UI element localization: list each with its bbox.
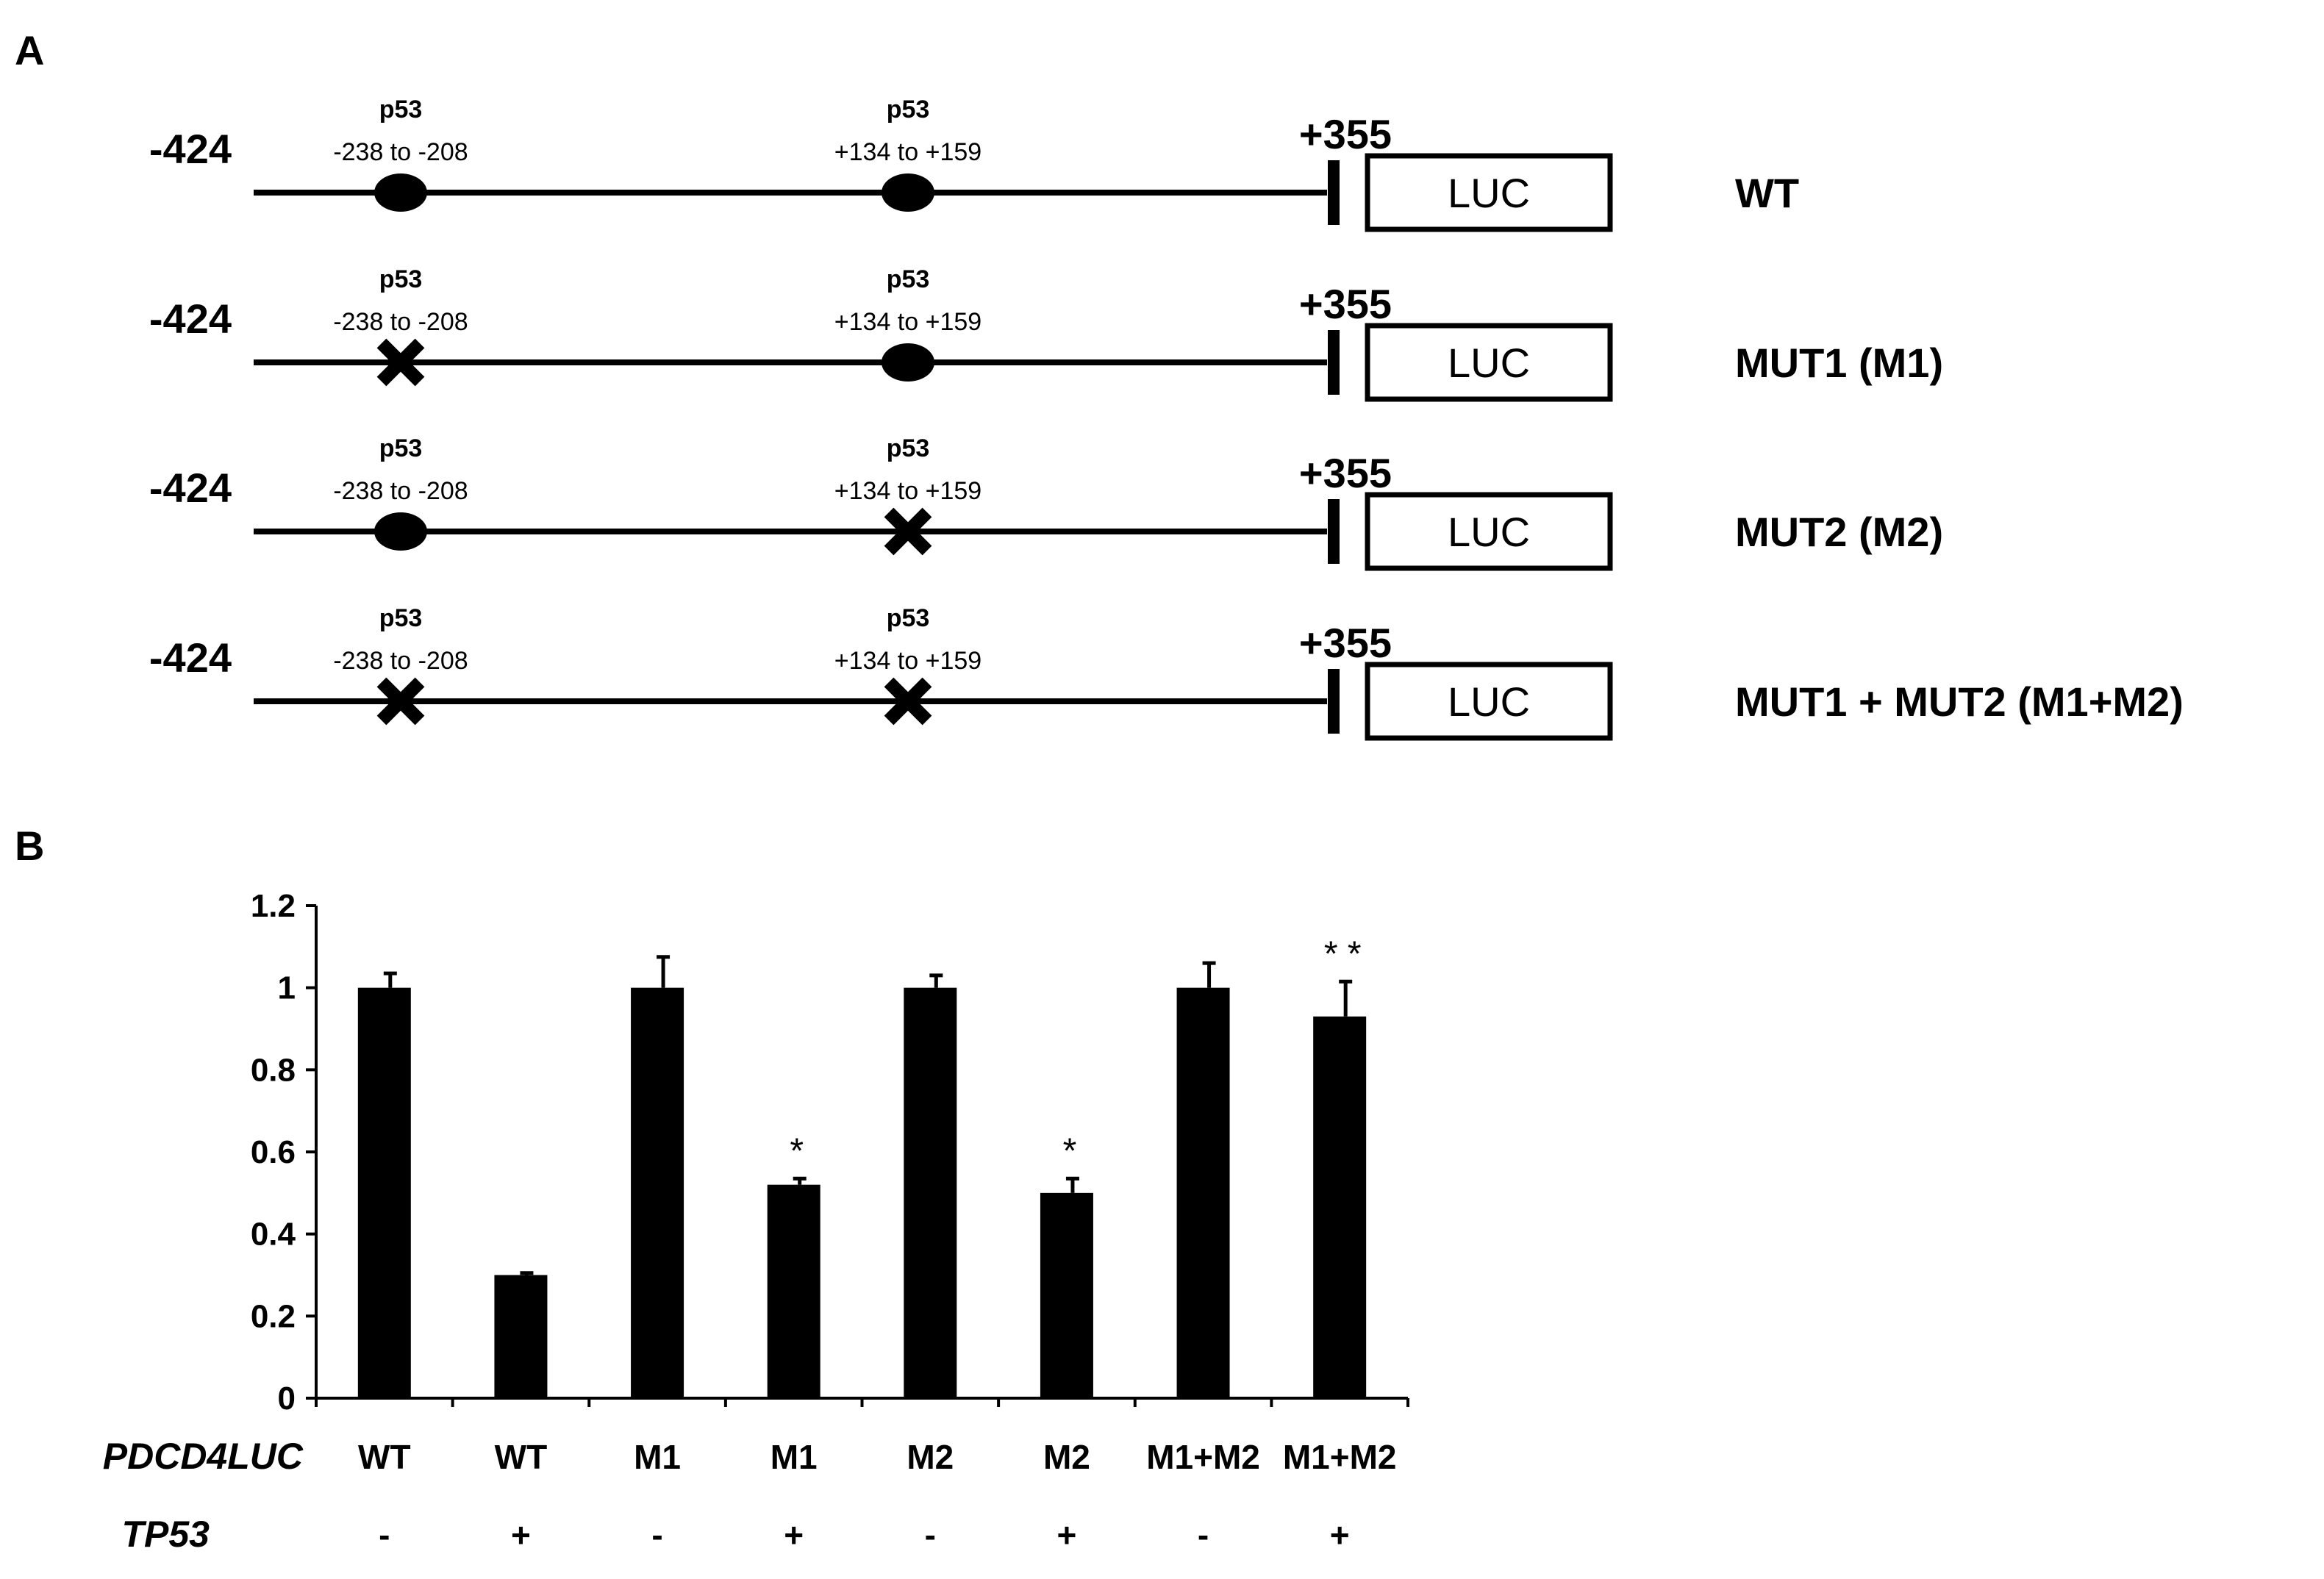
binding-site-name: p53 (379, 265, 423, 293)
binding-site-name: p53 (887, 604, 930, 632)
tp53-status-label: - (651, 1516, 662, 1554)
p53-site-intact-marker (374, 173, 427, 212)
tp53-status-label: + (511, 1516, 531, 1554)
bar (767, 1184, 820, 1398)
construct-row: -424 p53 -238 to -208 p53 +134 to +159 +355 LU… (149, 265, 1943, 402)
p53-site-mutated-marker (884, 507, 932, 556)
binding-site-range: +134 to +159 (834, 138, 982, 166)
downstream-coordinate: +355 (1299, 450, 1392, 496)
y-tick-label: 0.2 (251, 1298, 296, 1334)
construct-category-label: M2 (1043, 1438, 1090, 1476)
y-tick-label: 1 (278, 970, 296, 1006)
binding-site-name: p53 (379, 96, 423, 123)
tp53-status-label: + (1330, 1516, 1350, 1554)
construct-row: -424 p53 -238 to -208 p53 +134 to +159 +355 LU… (149, 604, 2184, 741)
binding-site-range: -238 to -208 (333, 477, 468, 505)
bar (1040, 1192, 1093, 1398)
p53-site-mutated-marker (376, 338, 425, 387)
upstream-coordinate: -424 (149, 634, 232, 681)
y-tick-label: 0 (278, 1381, 296, 1417)
construct-label: MUT1 + MUT2 (M1+M2) (1735, 678, 2184, 725)
row-label-tp53: TP53 (121, 1514, 210, 1555)
luciferase-box (1365, 492, 1613, 571)
significance-marker: * * (1324, 934, 1362, 973)
tp53-status-label: + (1057, 1516, 1077, 1554)
p53-site-mutated-marker (376, 677, 425, 726)
luciferase-box (1365, 153, 1613, 232)
tp53-status-label: - (1198, 1516, 1209, 1554)
construct-category-label: WT (358, 1438, 411, 1476)
panel-b-letter: B (15, 823, 44, 869)
luciferase-bar-chart: 00.20.40.60.811.2WT-WT+M1-*M1+M2-*M2+M1+… (251, 888, 1409, 1554)
construct-category-label: M1 (634, 1438, 681, 1476)
significance-marker: * (1063, 1131, 1077, 1170)
construct-label: MUT1 (M1) (1735, 340, 1943, 386)
luciferase-label: LUC (1448, 170, 1530, 216)
construct-category-label: M1+M2 (1146, 1438, 1260, 1476)
luciferase-label: LUC (1448, 678, 1530, 725)
luciferase-label: LUC (1448, 340, 1530, 386)
construct-label: WT (1735, 170, 1799, 216)
binding-site-name: p53 (887, 96, 930, 123)
y-tick-label: 0.8 (251, 1052, 296, 1088)
binding-site-range: -238 to -208 (333, 138, 468, 166)
construct-category-label: M1 (771, 1438, 818, 1476)
bar (631, 987, 684, 1398)
tp53-status-label: - (925, 1516, 936, 1554)
upstream-coordinate: -424 (149, 465, 232, 511)
construct-category-label: WT (495, 1438, 548, 1476)
binding-site-range: -238 to -208 (333, 308, 468, 336)
transcription-start-tick (1328, 330, 1340, 395)
tp53-status-label: + (784, 1516, 804, 1554)
tp53-status-label: - (379, 1516, 390, 1554)
binding-site-range: +134 to +159 (834, 308, 982, 336)
luciferase-label: LUC (1448, 509, 1530, 555)
downstream-coordinate: +355 (1299, 111, 1392, 157)
promoter-construct-diagram: -424 p53 -238 to -208 p53 +134 to +159 +355 LU… (149, 96, 2184, 741)
bar (1313, 1016, 1367, 1398)
p53-site-intact-marker (374, 512, 427, 551)
downstream-coordinate: +355 (1299, 281, 1392, 327)
construct-category-label: M1+M2 (1283, 1438, 1397, 1476)
binding-site-name: p53 (379, 604, 423, 632)
bar (904, 987, 957, 1398)
p53-site-intact-marker (882, 173, 934, 212)
panel-a-letter: A (15, 27, 44, 74)
construct-row: -424 p53 -238 to -208 p53 +134 to +159 +355 LU… (149, 434, 1943, 571)
y-tick-label: 0.4 (251, 1217, 296, 1253)
construct-category-label: M2 (907, 1438, 954, 1476)
significance-marker: * (790, 1131, 804, 1170)
transcription-start-tick (1328, 669, 1340, 734)
y-tick-label: 1.2 (251, 888, 296, 924)
bar (357, 987, 411, 1398)
p53-site-intact-marker (882, 343, 934, 382)
binding-site-range: +134 to +159 (834, 477, 982, 505)
row-label-construct: PDCD4LUC (103, 1436, 304, 1477)
luciferase-box (1365, 323, 1613, 402)
transcription-start-tick (1328, 160, 1340, 225)
bar (1176, 987, 1230, 1398)
construct-label: MUT2 (M2) (1735, 509, 1943, 555)
p53-site-mutated-marker (884, 677, 932, 726)
binding-site-range: -238 to -208 (333, 647, 468, 675)
binding-site-range: +134 to +159 (834, 647, 982, 675)
downstream-coordinate: +355 (1299, 620, 1392, 666)
upstream-coordinate: -424 (149, 296, 232, 342)
binding-site-name: p53 (379, 434, 423, 462)
y-tick-label: 0.6 (251, 1134, 296, 1170)
luciferase-box (1365, 662, 1613, 741)
bar (494, 1275, 548, 1398)
upstream-coordinate: -424 (149, 126, 232, 172)
transcription-start-tick (1328, 499, 1340, 564)
binding-site-name: p53 (887, 265, 930, 293)
binding-site-name: p53 (887, 434, 930, 462)
construct-row: -424 p53 -238 to -208 p53 +134 to +159 +355 LU… (149, 96, 1799, 232)
